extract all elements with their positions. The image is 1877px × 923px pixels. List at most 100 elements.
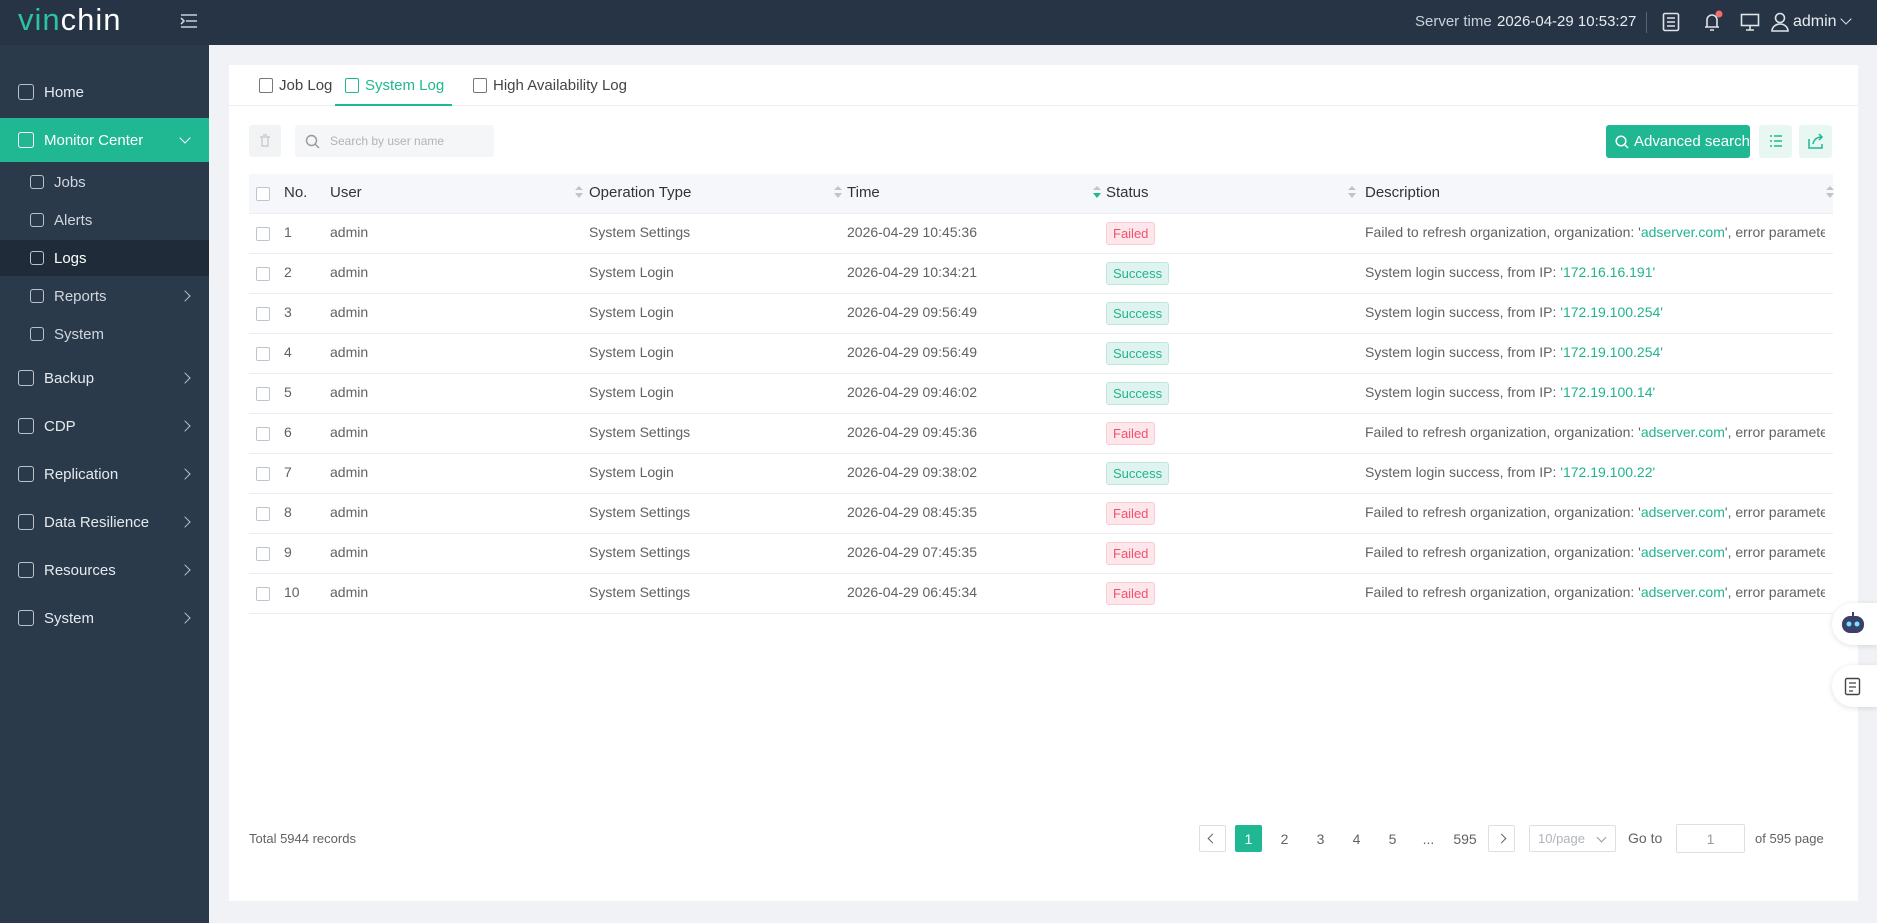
status-badge: Success xyxy=(1106,302,1170,325)
page-button[interactable]: ... xyxy=(1422,830,1435,847)
page-size-select[interactable]: 10/page xyxy=(1529,825,1616,852)
next-page[interactable] xyxy=(1488,825,1515,852)
goto-value: 1 xyxy=(1706,830,1715,847)
nav-item[interactable]: Data Resilience xyxy=(0,500,209,544)
search-box[interactable]: Search by user name xyxy=(295,125,494,157)
page-button[interactable]: 4 xyxy=(1352,830,1361,847)
nav-subitem[interactable]: System xyxy=(0,316,209,352)
nav-item[interactable]: Replication xyxy=(0,452,209,496)
sort-up[interactable] xyxy=(575,186,583,190)
select-all-checkbox[interactable] xyxy=(256,187,270,201)
export-button[interactable] xyxy=(1799,125,1832,158)
description-text: ', error parameter: '… xyxy=(1724,584,1825,600)
nav-subitem[interactable]: Jobs xyxy=(0,164,209,200)
table-header xyxy=(249,174,1833,214)
user: admin xyxy=(330,224,369,240)
goto-input[interactable]: 1 xyxy=(1676,824,1745,853)
row-checkbox[interactable] xyxy=(256,387,270,401)
row-checkbox[interactable] xyxy=(256,307,270,321)
row-checkbox[interactable] xyxy=(256,227,270,241)
divider xyxy=(1646,12,1647,33)
table-row xyxy=(249,333,1833,374)
status-badge: Failed xyxy=(1106,502,1156,525)
sort-down[interactable] xyxy=(575,193,583,198)
time: 2026-04-29 09:46:02 xyxy=(847,384,977,400)
row-checkbox[interactable] xyxy=(256,507,270,521)
description: Failed to refresh organization, organiza… xyxy=(1365,584,1825,600)
column-header[interactable]: No. xyxy=(284,184,308,201)
sort-down[interactable] xyxy=(1093,193,1101,198)
nav-item[interactable]: Home xyxy=(0,70,209,114)
row-checkbox[interactable] xyxy=(256,267,270,281)
time: 2026-04-29 10:34:21 xyxy=(847,264,977,280)
row-checkbox[interactable] xyxy=(256,467,270,481)
page-button[interactable]: 595 xyxy=(1453,830,1477,847)
column-header[interactable]: Time xyxy=(847,184,880,201)
page-button[interactable]: 2 xyxy=(1280,830,1289,847)
description-highlight: '172.19.100.254' xyxy=(1560,344,1663,360)
tab-icon xyxy=(345,77,359,93)
row-checkbox[interactable] xyxy=(256,427,270,441)
nav-item[interactable]: Resources xyxy=(0,548,209,592)
user: admin xyxy=(330,344,369,360)
description: System login success, from IP: '172.16.1… xyxy=(1365,264,1655,280)
page-button[interactable]: 1 xyxy=(1235,825,1262,852)
column-header[interactable]: Operation Type xyxy=(589,184,692,201)
sort-up[interactable] xyxy=(834,186,842,190)
logo[interactable]: vinchin xyxy=(18,2,122,37)
menu-toggle[interactable] xyxy=(180,13,198,29)
nav-subitem[interactable]: Reports xyxy=(0,278,209,314)
column-header[interactable]: User xyxy=(330,184,362,201)
sort-down[interactable] xyxy=(1826,193,1834,198)
sort-down[interactable] xyxy=(834,193,842,198)
row-checkbox[interactable] xyxy=(256,547,270,561)
sort-up[interactable] xyxy=(1093,186,1101,190)
task-icon[interactable] xyxy=(1662,12,1680,32)
advanced-search-button[interactable]: Advanced search xyxy=(1606,125,1750,158)
column-header[interactable]: Status xyxy=(1106,184,1149,201)
nav-item[interactable]: CDP xyxy=(0,404,209,448)
nav-label: Alerts xyxy=(54,211,93,229)
tab[interactable]: Job Log xyxy=(259,65,332,105)
user-name[interactable]: admin xyxy=(1793,13,1837,30)
sort-up[interactable] xyxy=(1348,186,1356,190)
tab[interactable]: System Log xyxy=(335,65,453,106)
column-header[interactable]: Description xyxy=(1365,184,1441,201)
notification-icon[interactable] xyxy=(1701,9,1725,33)
nav-icon xyxy=(30,175,44,189)
robot-icon xyxy=(1842,612,1864,633)
row-checkbox[interactable] xyxy=(256,347,270,361)
assistant-button[interactable] xyxy=(1832,603,1877,645)
description-text: Failed to refresh organization, organiza… xyxy=(1365,424,1641,440)
column-settings-button[interactable] xyxy=(1759,125,1792,158)
table-row xyxy=(249,213,1833,254)
row-checkbox[interactable] xyxy=(256,587,270,601)
description-text: Failed to refresh organization, organiza… xyxy=(1365,584,1641,600)
monitor-icon[interactable] xyxy=(1740,13,1760,31)
page-button[interactable]: 3 xyxy=(1316,830,1325,847)
nav-item[interactable]: System xyxy=(0,596,209,640)
sort-up[interactable] xyxy=(1826,186,1834,190)
prev-page[interactable] xyxy=(1199,825,1226,852)
nav-subitem[interactable]: Logs xyxy=(0,240,209,276)
sort-down[interactable] xyxy=(1348,193,1356,198)
status-badge: Success xyxy=(1106,462,1170,485)
nav-item[interactable]: Monitor Center xyxy=(0,118,209,162)
export-icon xyxy=(1808,133,1824,149)
nav-item[interactable]: Backup xyxy=(0,356,209,400)
time: 2026-04-29 09:38:02 xyxy=(847,464,977,480)
nav-subitem[interactable]: Alerts xyxy=(0,202,209,238)
delete-button[interactable] xyxy=(249,125,281,157)
status-badge: Failed xyxy=(1106,422,1156,445)
page-size: 10/page xyxy=(1538,831,1585,846)
notes-button[interactable] xyxy=(1832,665,1877,707)
operation-type: System Login xyxy=(589,464,674,480)
user-icon[interactable] xyxy=(1771,12,1789,32)
description: System login success, from IP: '172.19.1… xyxy=(1365,304,1663,320)
nav-icon xyxy=(18,370,34,386)
tab[interactable]: High Availability Log xyxy=(473,65,627,105)
user-menu-arrow[interactable] xyxy=(1840,13,1852,25)
nav-arrow xyxy=(179,132,191,144)
page-button[interactable]: 5 xyxy=(1388,830,1397,847)
description-text: ', error parameter: '… xyxy=(1724,544,1825,560)
